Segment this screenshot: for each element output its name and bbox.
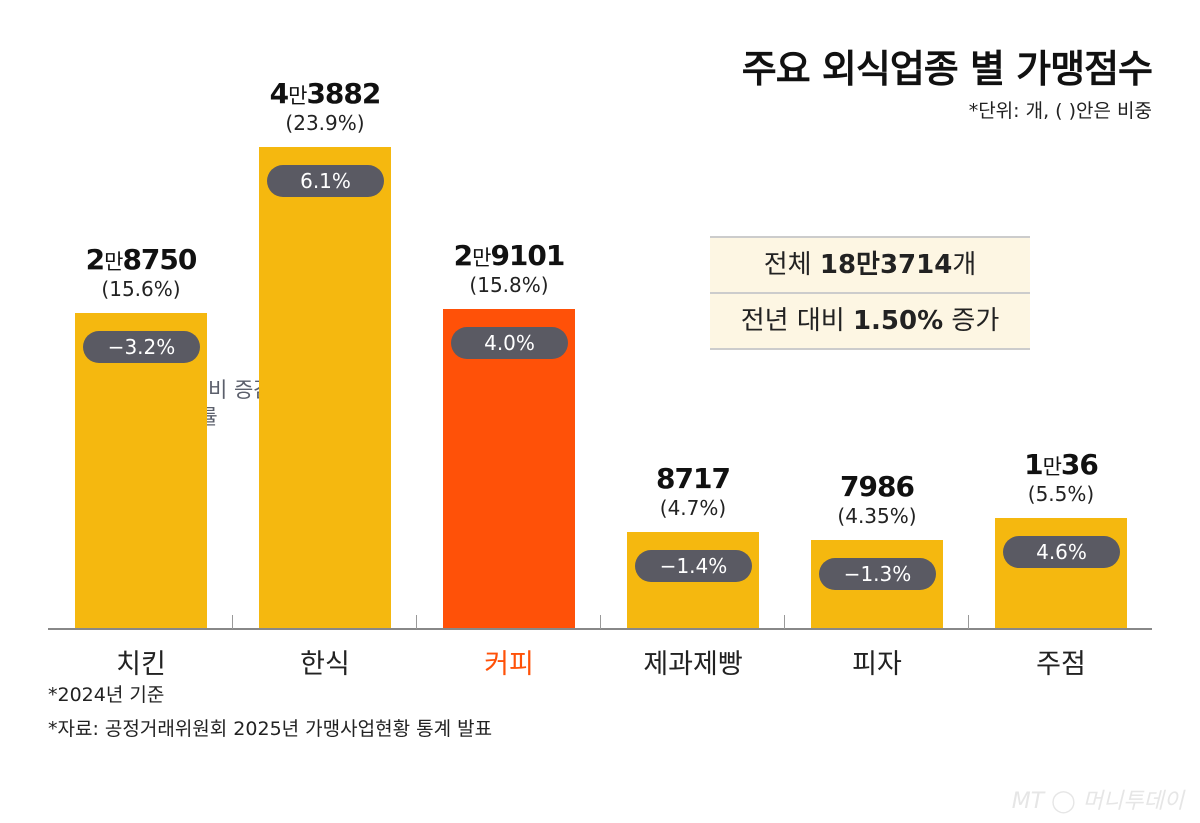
footnote-source: *자료: 공정거래위원회 2025년 가맹사업현황 통계 발표: [48, 718, 493, 740]
yoy-pill: 4.6%: [1003, 535, 1120, 568]
axis-tick: [232, 615, 233, 629]
footnote-basis: *2024년 기준: [48, 684, 165, 706]
share-label: (15.6%): [101, 276, 181, 301]
summary-change: 전년 대비 1.50% 증가: [710, 292, 1030, 348]
unit-note: *단위: 개, ( )안은 비중: [968, 100, 1152, 122]
value-label: 4만3882: [269, 77, 382, 110]
category-label: 커피: [484, 649, 534, 680]
summary-box: 전체 18만3714개 전년 대비 1.50% 증가: [710, 236, 1030, 350]
unit-man: 만: [1042, 454, 1062, 479]
bar-1: [75, 312, 207, 628]
unit-man: 만: [472, 246, 491, 271]
yoy-pill: −1.4%: [635, 550, 752, 583]
yoy-pill: −3.2%: [83, 330, 200, 363]
yoy-pill: −1.3%: [819, 558, 936, 591]
category-label: 피자: [852, 649, 902, 680]
value-label: 8717: [656, 462, 731, 496]
axis-tick: [600, 615, 601, 629]
bar-3: [443, 309, 575, 628]
share-label: (5.5%): [1027, 481, 1095, 506]
category-label: 한식: [300, 649, 350, 680]
total-suffix: 개: [952, 250, 977, 280]
value-label: 2만9101: [453, 239, 566, 273]
axis-tick: [784, 615, 785, 629]
bar-2: [259, 147, 391, 628]
value-label: 7986: [840, 470, 915, 504]
change-prefix: 전년 대비: [740, 306, 853, 336]
axis-tick: [968, 615, 969, 629]
value-label: 1만36: [1024, 447, 1099, 481]
category-label: 치킨: [116, 649, 166, 680]
share-label: (4.35%): [837, 504, 917, 529]
share-label: (15.8%): [469, 273, 549, 298]
change-value: 1.50%: [852, 306, 944, 336]
share-label: (23.9%): [285, 111, 365, 135]
unit-man: 만: [288, 84, 307, 108]
total-value: 18만3714: [819, 250, 953, 280]
axis-tick: [416, 615, 417, 629]
chart-title: 주요 외식업종 별 가맹점수: [741, 47, 1153, 91]
category-label: 제과제빵: [643, 649, 743, 680]
value-label: 2만8750: [85, 242, 198, 276]
yoy-pill: 6.1%: [267, 165, 384, 197]
total-prefix: 전체: [763, 250, 820, 280]
summary-total: 전체 18만3714개: [710, 238, 1030, 292]
x-axis: [48, 628, 1152, 630]
share-label: (4.7%): [659, 496, 727, 521]
watermark-logo: MT ◯ 머니투데이: [1011, 789, 1184, 814]
category-label: 주점: [1036, 649, 1086, 680]
bar-6: [995, 517, 1127, 628]
unit-man: 만: [104, 249, 123, 274]
yoy-pill: 4.0%: [451, 327, 568, 360]
change-suffix: 증가: [943, 306, 1000, 336]
